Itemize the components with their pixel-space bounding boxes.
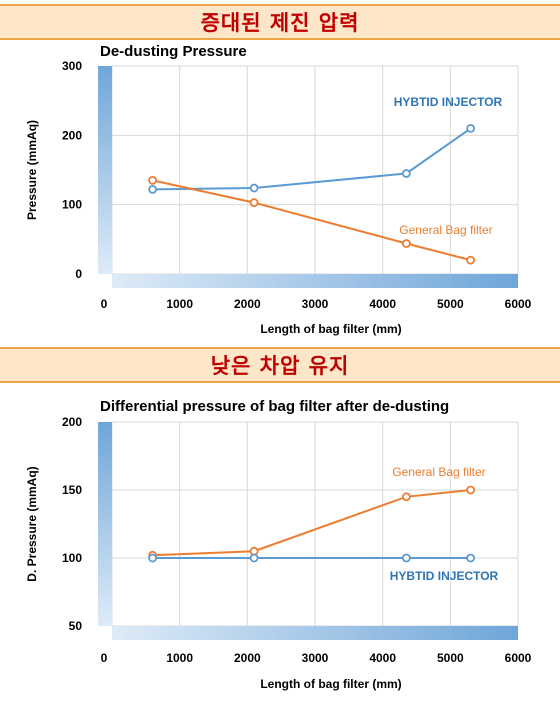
data-point-hybtid-injector xyxy=(466,553,476,563)
data-point-hybtid-injector xyxy=(249,553,259,563)
y-tick-label: 200 xyxy=(62,415,82,429)
series-line-general-bag-filter xyxy=(152,489,471,557)
x-tick-label: 3000 xyxy=(302,297,329,311)
x-axis-label: Length of bag filter (mm) xyxy=(260,677,401,691)
chart-title: Differential pressure of bag filter afte… xyxy=(100,398,449,415)
x-tick-label: 6000 xyxy=(505,297,532,311)
y-tick-label: 50 xyxy=(69,619,83,633)
top-banner: 증대된 제진 압력 xyxy=(0,4,560,40)
x-tick-label: 2000 xyxy=(234,297,261,311)
x-tick-label: 0 xyxy=(101,651,108,665)
data-point-general-bag-filter xyxy=(466,255,476,265)
series-label-general-bag-filter: General Bag filter xyxy=(392,465,485,479)
data-point-hybtid-injector xyxy=(401,553,411,563)
differential-pressure-chart: Differential pressure of bag filter afte… xyxy=(25,398,532,691)
series-line-hybtid-injector xyxy=(152,127,472,191)
data-point-hybtid-injector xyxy=(466,124,476,133)
y-axis-band xyxy=(98,422,112,626)
data-point-general-bag-filter xyxy=(401,492,411,502)
chart-title: De-dusting Pressure xyxy=(100,43,247,60)
data-point-general-bag-filter xyxy=(466,485,476,495)
data-point-hybtid-injector xyxy=(401,169,411,178)
data-point-hybtid-injector xyxy=(249,183,259,193)
y-axis-label: Pressure (mmAq) xyxy=(25,120,39,220)
x-tick-label: 3000 xyxy=(302,651,329,665)
series-label-hybtid-injector: HYBTID INJECTOR xyxy=(390,569,499,583)
bottom-banner-text: 낮은 차압 유지 xyxy=(210,354,350,378)
x-axis-label: Length of bag filter (mm) xyxy=(260,322,401,336)
x-tick-label: 2000 xyxy=(234,651,261,665)
x-tick-label: 1000 xyxy=(166,297,193,311)
x-tick-label: 4000 xyxy=(369,297,396,311)
data-point-general-bag-filter xyxy=(249,198,259,207)
data-point-hybtid-injector xyxy=(148,553,158,563)
data-point-general-bag-filter xyxy=(401,239,411,248)
series-line-general-bag-filter xyxy=(152,179,471,262)
y-tick-label: 0 xyxy=(75,267,82,281)
data-point-hybtid-injector xyxy=(148,185,158,194)
y-axis-label: D. Pressure (mmAq) xyxy=(25,466,39,581)
y-tick-label: 150 xyxy=(62,483,82,497)
x-tick-label: 5000 xyxy=(437,297,464,311)
data-point-general-bag-filter xyxy=(148,175,158,185)
x-tick-label: 1000 xyxy=(166,651,193,665)
bottom-banner: 낮은 차압 유지 xyxy=(0,347,560,383)
x-tick-label: 5000 xyxy=(437,651,464,665)
series-label-general-bag-filter: General Bag filter xyxy=(399,223,492,237)
y-tick-label: 200 xyxy=(62,128,82,142)
top-banner-text: 증대된 제진 압력 xyxy=(200,11,360,35)
y-tick-label: 300 xyxy=(62,59,82,73)
x-tick-label: 4000 xyxy=(369,651,396,665)
x-tick-label: 6000 xyxy=(505,651,532,665)
x-axis-band xyxy=(112,274,518,288)
x-tick-label: 0 xyxy=(101,297,108,311)
y-axis-band xyxy=(98,66,112,274)
x-axis-band xyxy=(112,626,518,640)
y-tick-label: 100 xyxy=(62,551,82,565)
y-tick-label: 100 xyxy=(62,198,82,212)
series-label-hybtid-injector: HYBTID INJECTOR xyxy=(394,95,503,109)
